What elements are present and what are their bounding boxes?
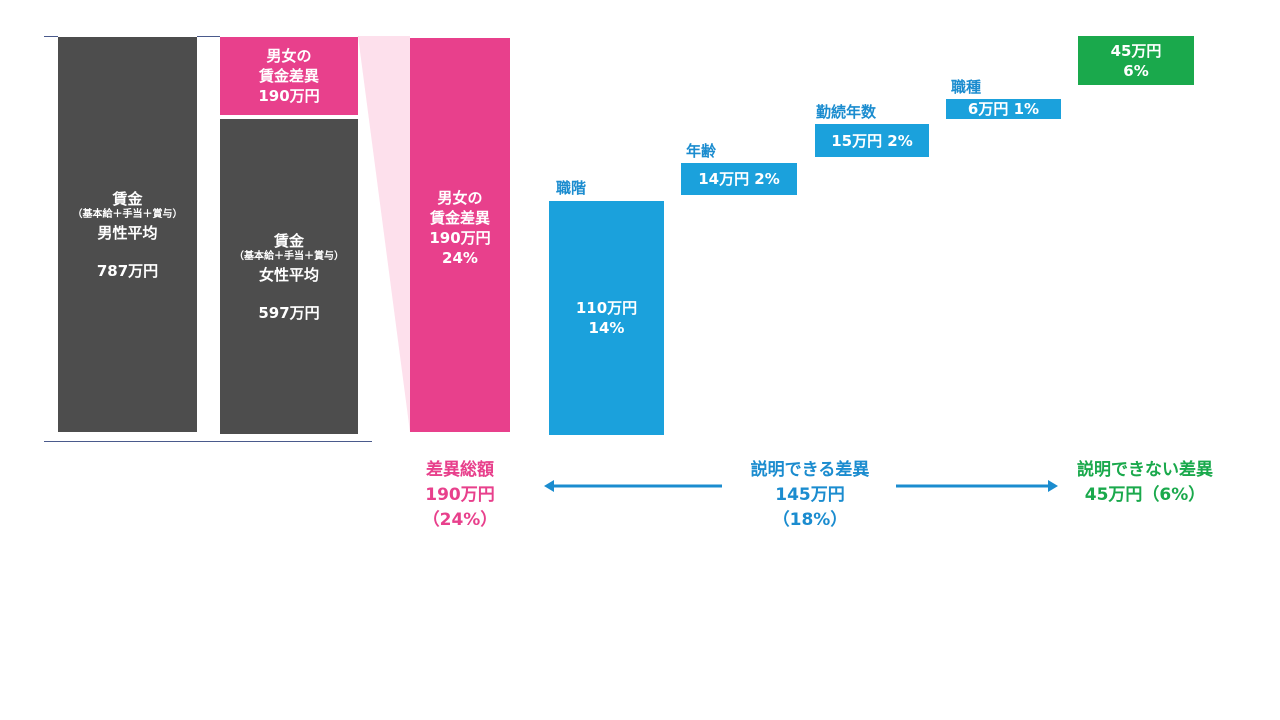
- top-line-left: [44, 36, 58, 37]
- summary-explained: 説明できる差異 145万円 （18%）: [720, 458, 900, 533]
- female-bar-value: 597万円: [258, 303, 320, 322]
- male-bar-label: 男性平均: [97, 223, 158, 242]
- summary-explained-line1: 説明できる差異: [750, 460, 870, 480]
- gap-connector: [358, 36, 410, 432]
- unexplained-line1: 45万円: [1110, 41, 1162, 60]
- summary-unexplained-line2: 45万円（6%）: [1084, 485, 1206, 505]
- gap-top-line3: 190万円: [258, 87, 320, 105]
- component-bar-age: 14万円 2%: [681, 163, 797, 195]
- female-bar-title: 賃金: [273, 231, 304, 250]
- male-bar-title: 賃金: [112, 189, 143, 208]
- shokukai-percent: 14%: [588, 319, 625, 337]
- unexplained-bar: 45万円 6%: [1078, 36, 1194, 85]
- male-bar-sub: （基本給＋手当＋賞与）: [72, 208, 183, 220]
- component-label-jobtype: 職種: [951, 78, 982, 96]
- summary-total: 差異総額 190万円 （24%）: [380, 458, 540, 533]
- summary-explained-line2: 145万円: [775, 485, 845, 505]
- summary-total-line2: 190万円: [425, 485, 495, 505]
- component-bar-shokukai: 110万円 14%: [549, 201, 664, 435]
- female-wage-bar: 賃金 （基本給＋手当＋賞与） 女性平均 597万円: [220, 119, 358, 434]
- baseline: [44, 441, 372, 442]
- summary-total-line1: 差異総額: [426, 460, 494, 480]
- component-label-age: 年齢: [686, 142, 717, 160]
- component-bar-jobtype: 6万円 1%: [946, 99, 1061, 119]
- explained-arrows: [544, 480, 1058, 492]
- summary-unexplained-line1: 説明できない差異: [1077, 460, 1213, 480]
- summary-explained-line3: （18%）: [772, 510, 848, 530]
- component-label-tenure: 勤続年数: [816, 103, 877, 121]
- shokukai-value: 110万円: [575, 299, 638, 317]
- gap-bar-line3: 190万円: [429, 229, 491, 247]
- gap-bar: 男女の 賃金差異 190万円 24%: [410, 38, 510, 432]
- gap-bar-line4: 24%: [442, 249, 478, 267]
- gap-top-bar: 男女の 賃金差異 190万円: [220, 37, 358, 115]
- component-bar-tenure: 15万円 2%: [815, 124, 929, 157]
- gap-top-line1: 男女の: [266, 47, 312, 65]
- summary-total-line3: （24%）: [422, 510, 498, 530]
- gap-top-line2: 賃金差異: [258, 67, 319, 85]
- female-bar-sub: （基本給＋手当＋賞与）: [234, 250, 344, 262]
- female-bar-label: 女性平均: [258, 265, 319, 284]
- gap-bar-line2: 賃金差異: [429, 209, 490, 227]
- male-wage-bar: 賃金 （基本給＋手当＋賞与） 男性平均 787万円: [58, 37, 197, 432]
- unexplained-line2: 6%: [1123, 61, 1149, 80]
- top-line-mid: [197, 36, 220, 37]
- summary-unexplained: 説明できない差異 45万円（6%）: [1050, 458, 1240, 508]
- male-bar-value: 787万円: [96, 261, 159, 280]
- gap-bar-line1: 男女の: [437, 189, 483, 207]
- component-label-shokukai: 職階: [556, 179, 587, 197]
